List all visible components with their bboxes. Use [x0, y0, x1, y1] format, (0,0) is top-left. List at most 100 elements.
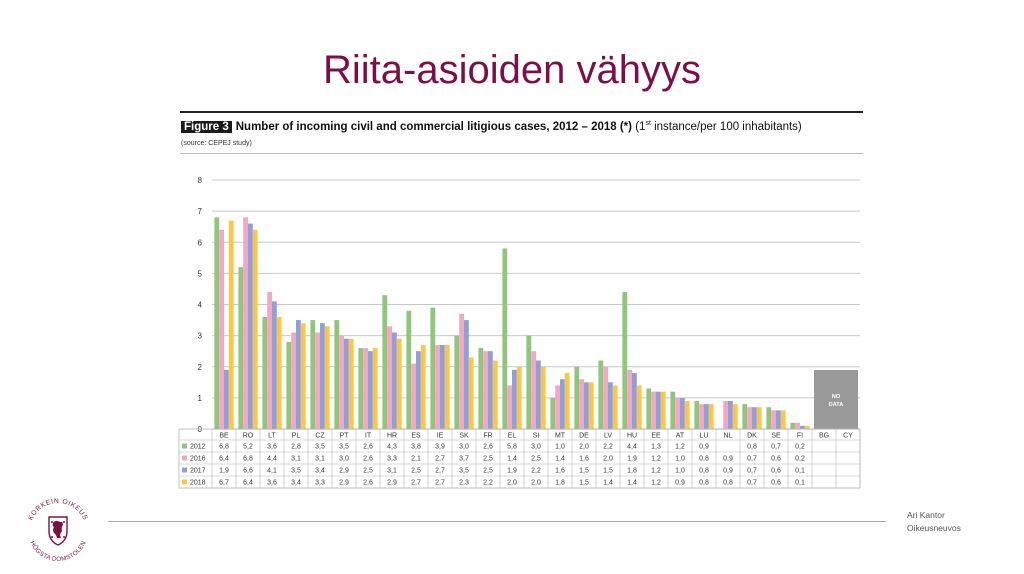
bar-2018-SE [780, 410, 786, 429]
bar-2016-DE [579, 379, 584, 429]
table-cell: 0,8 [723, 480, 733, 487]
y-tick-label: 3 [198, 332, 203, 341]
bar-2016-MT [555, 385, 560, 429]
y-tick-label: 2 [198, 363, 203, 372]
table-cell: 6,7 [219, 480, 229, 487]
bar-2017-CZ [320, 323, 325, 429]
table-cell: 2,7 [435, 480, 445, 487]
bar-2016-LV [603, 366, 608, 429]
table-cell: 2,0 [531, 480, 541, 487]
figure-heading: Figure 3 Number of incoming civil and com… [181, 120, 802, 133]
figure-source-rule [180, 153, 863, 154]
bar-2018-LT [276, 316, 282, 429]
table-cell: 0,8 [699, 468, 709, 475]
presenter-name: Ari Kantor [907, 510, 945, 520]
bar-2018-SI [540, 366, 546, 429]
bar-2018-DE [588, 382, 594, 429]
x-category-label: LU [700, 433, 709, 440]
bar-2017-EE [656, 391, 661, 429]
y-tick-label: 7 [198, 207, 203, 216]
table-cell: 3,5 [339, 444, 349, 451]
table-cell: 2,0 [603, 456, 613, 463]
legend-swatch-2018 [182, 479, 187, 485]
bar-2012-EL [502, 248, 508, 429]
table-cell: 1,5 [603, 468, 613, 475]
bar-2016-PL [291, 332, 296, 429]
y-tick-label: 0 [198, 425, 203, 434]
legend-swatch-2016 [182, 455, 187, 461]
table-cell: 3,6 [267, 480, 277, 487]
table-cell: 2,0 [579, 444, 589, 451]
bar-2018-AT [684, 400, 690, 429]
figure-badge: Figure 3 [181, 120, 232, 133]
x-category-label: CY [843, 433, 853, 440]
bar-2016-LT [267, 292, 272, 429]
bar-2012-FR [478, 348, 484, 429]
logo-text-top: KORKEIN OIKEUS [27, 498, 88, 522]
x-category-label: EE [651, 433, 661, 440]
bar-2017-LU [704, 404, 709, 429]
table-cell: 3,0 [531, 444, 541, 451]
bar-2016-NL [723, 400, 728, 429]
bar-2018-IE [444, 344, 450, 429]
bar-2017-RO [248, 223, 253, 429]
bar-2017-FR [488, 351, 493, 429]
table-cell: 3,5 [315, 444, 325, 451]
table-cell: 2,9 [339, 468, 349, 475]
y-tick-label: 1 [198, 394, 203, 403]
table-cell: 0,9 [723, 468, 733, 475]
bar-2012-SI [526, 335, 532, 429]
x-category-label: DE [579, 433, 589, 440]
x-category-label: MT [555, 433, 566, 440]
svg-text:KORKEIN OIKEUS: KORKEIN OIKEUS [27, 498, 88, 522]
bar-2017-PL [296, 320, 301, 429]
table-cell: 0,8 [747, 444, 757, 451]
bar-2018-HU [636, 385, 642, 429]
table-cell: 0,9 [699, 444, 709, 451]
legend-label-2012: 2012 [190, 444, 206, 451]
table-cell: 2,7 [411, 480, 421, 487]
table-cell: 1,9 [219, 468, 229, 475]
x-category-label: EL [508, 433, 517, 440]
figure-heading-text: Number of incoming civil and commercial … [235, 120, 632, 133]
figure-top-rule [180, 111, 863, 113]
bar-2017-HU [632, 372, 637, 429]
presenter-block: Ari Kantor Oikeusneuvos [907, 509, 961, 535]
table-cell: 3,8 [411, 444, 421, 451]
logo-text-bottom: HÖGSTA DOMSTOLEN [28, 540, 87, 561]
bar-2018-LV [612, 385, 618, 429]
bar-2012-MT [550, 397, 556, 429]
table-cell: 1,8 [627, 468, 637, 475]
table-cell: 2,7 [435, 468, 445, 475]
table-cell: 2,0 [507, 480, 517, 487]
bar-2012-LT [262, 316, 268, 429]
x-category-label: SI [533, 433, 540, 440]
bar-2017-LT [272, 301, 277, 429]
bar-2012-SK [454, 335, 460, 429]
x-category-label: IT [365, 433, 372, 440]
table-cell: 4,4 [627, 444, 637, 451]
bar-2018-SK [468, 357, 474, 429]
table-cell: 3,9 [435, 444, 445, 451]
bar-2017-LV [608, 382, 613, 429]
x-category-label: FI [797, 433, 803, 440]
bar-2012-ES [406, 310, 412, 429]
bar-2012-BE [214, 217, 220, 429]
bar-2018-EE [660, 391, 666, 429]
bar-2016-HR [387, 326, 392, 429]
table-cell: 3,3 [387, 456, 397, 463]
x-category-label: SK [459, 433, 469, 440]
table-cell: 0,7 [747, 456, 757, 463]
bar-2016-IE [435, 344, 440, 429]
bar-2016-ES [411, 363, 416, 429]
bar-2018-PL [300, 323, 306, 429]
table-cell: 1,2 [651, 456, 661, 463]
table-cell: 3,1 [387, 468, 397, 475]
table-cell: 0,1 [795, 468, 805, 475]
bar-2012-SE [766, 407, 772, 429]
x-category-label: BG [819, 433, 829, 440]
table-cell: 2,6 [363, 444, 373, 451]
bar-2017-HR [392, 332, 397, 429]
table-cell: 2,6 [363, 456, 373, 463]
